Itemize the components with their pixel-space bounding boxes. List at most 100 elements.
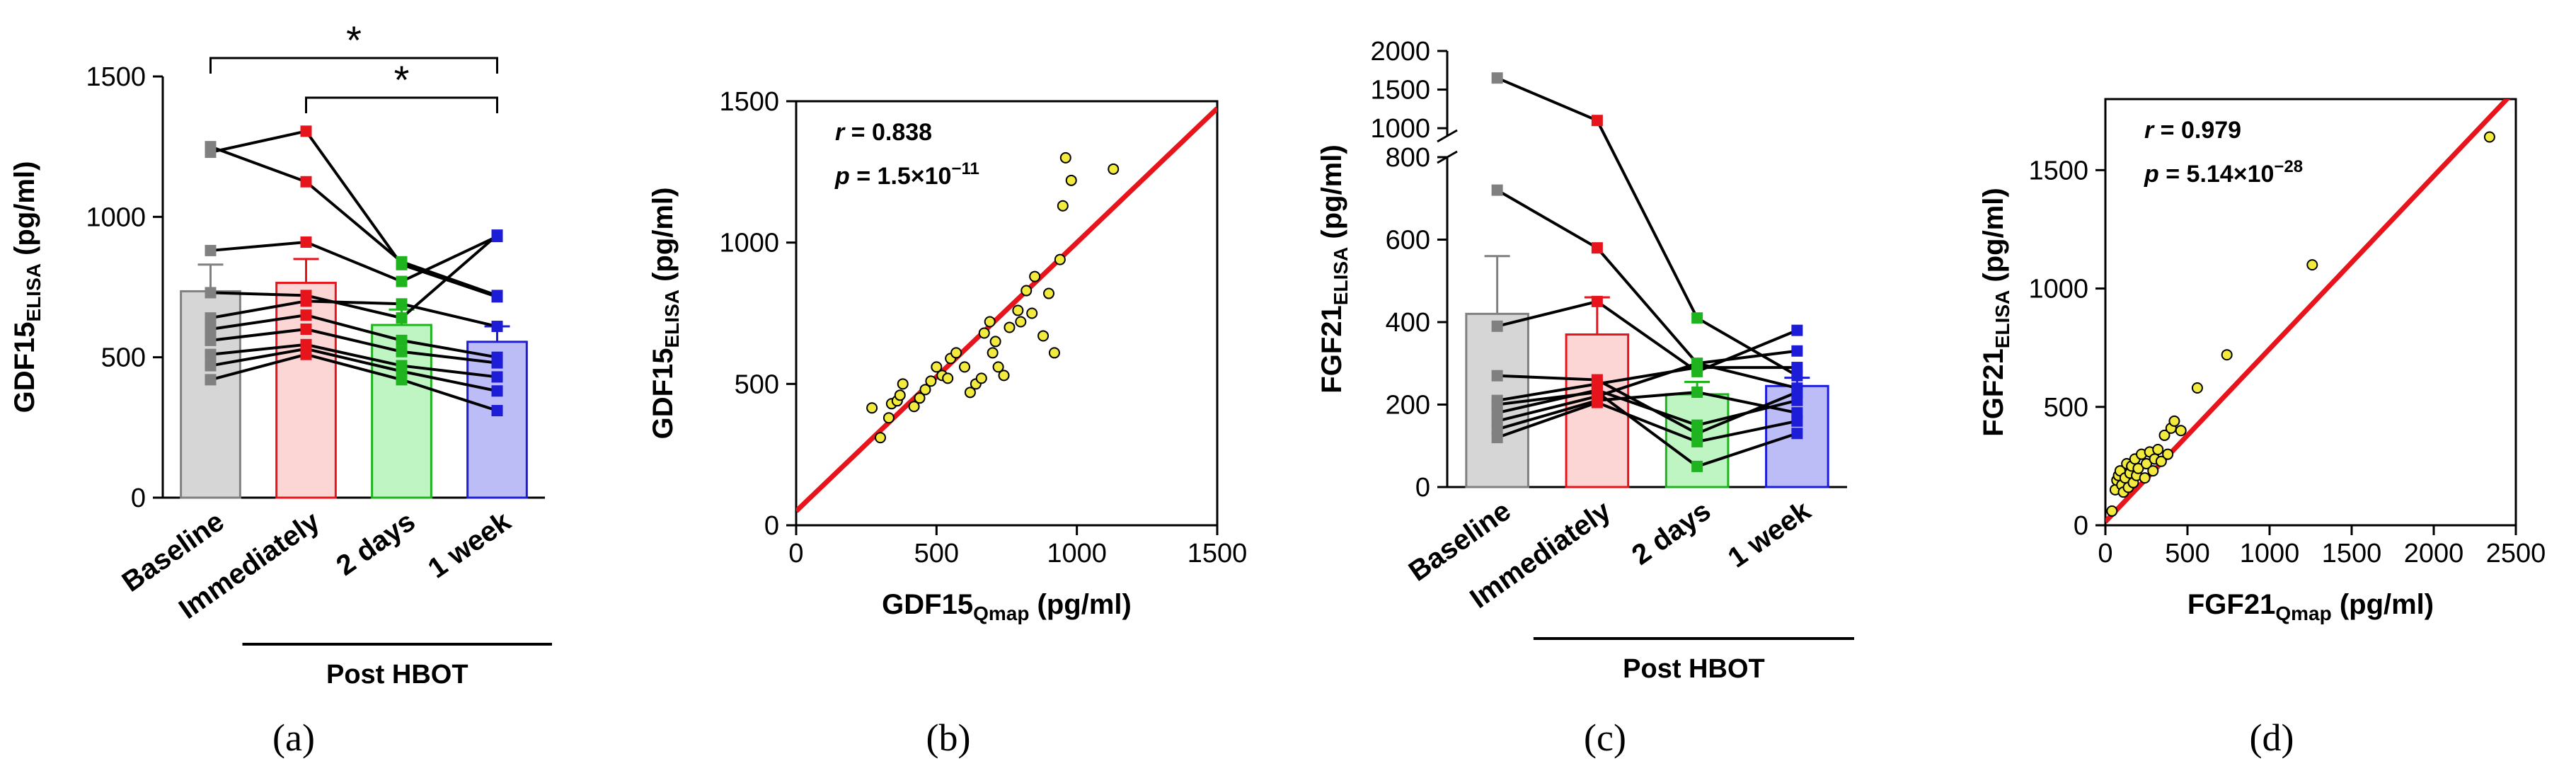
y-tick-label: 200 xyxy=(1386,391,1430,421)
subject-marker xyxy=(300,295,312,307)
annotation-p-symbol: p xyxy=(2144,161,2159,188)
subject-marker xyxy=(205,312,217,324)
subject-marker xyxy=(396,334,408,346)
subject-marker xyxy=(491,371,503,383)
regression-line xyxy=(2105,99,2511,524)
subject-marker xyxy=(396,374,408,386)
subject-line xyxy=(1497,366,1798,402)
axis-break-mark xyxy=(1437,150,1458,164)
subject-marker xyxy=(300,348,312,360)
y-tick-label: 500 xyxy=(101,343,146,373)
data-point xyxy=(2132,462,2144,474)
annotation-p-exponent: −11 xyxy=(951,159,979,178)
subject-marker xyxy=(300,125,312,137)
subject-marker xyxy=(205,287,217,299)
subject-marker xyxy=(1791,415,1803,427)
data-point xyxy=(2158,429,2170,441)
annotation-r-eq: = xyxy=(2154,117,2181,144)
data-point xyxy=(975,372,987,384)
data-point xyxy=(894,389,906,401)
y-axis-label-unit: (pg/ml) xyxy=(1316,144,1347,246)
subject-marker xyxy=(1691,357,1703,370)
y-tick-label: 0 xyxy=(1415,473,1430,503)
y-axis-label-unit: (pg/ml) xyxy=(9,161,40,263)
annotation-p-mantissa: 1.5 xyxy=(878,163,911,190)
panel-label-b: (b) xyxy=(926,716,971,759)
data-point xyxy=(914,392,926,404)
annotation-r: r = 0.838 xyxy=(835,119,932,146)
data-point xyxy=(992,361,1004,373)
data-point xyxy=(942,372,954,384)
subject-line xyxy=(210,235,498,283)
x-axis-label-sub: Qmap xyxy=(2275,602,2331,624)
y-axis-label-main: GDF15 xyxy=(648,348,679,439)
subject-line xyxy=(1497,362,1798,423)
subject-marker xyxy=(1591,242,1603,254)
y-axis-label-sub: ELISA xyxy=(23,263,45,321)
annotation-p-mantissa: 5.14 xyxy=(2187,161,2233,188)
subject-line xyxy=(210,343,498,379)
plot-frame xyxy=(2104,98,2517,527)
data-point xyxy=(2168,415,2180,427)
subject-marker xyxy=(491,385,503,397)
y-axis-label: GDF15ELISA (pg/ml) xyxy=(9,161,45,413)
subject-marker xyxy=(1491,432,1503,444)
subject-marker xyxy=(396,298,408,310)
data-point xyxy=(866,402,878,414)
subject-marker xyxy=(1791,382,1803,394)
annotation-r-symbol: r xyxy=(835,119,846,146)
subject-line xyxy=(1496,188,1798,365)
y-tick-label: 1000 xyxy=(2028,275,2088,304)
annotation-r-value: 0.838 xyxy=(872,119,932,146)
subject-marker xyxy=(205,244,217,256)
plot-frame xyxy=(795,100,1219,527)
subject-marker xyxy=(491,357,503,369)
significance-star: * xyxy=(394,57,410,102)
x-tick-label: 1000 xyxy=(1047,539,1107,568)
subject-marker xyxy=(1491,320,1503,332)
subject-marker xyxy=(491,290,503,302)
subject-marker xyxy=(1491,72,1503,84)
y-tick-label: 1500 xyxy=(2028,156,2088,185)
subject-marker xyxy=(300,324,312,335)
data-point xyxy=(925,375,937,387)
y-tick-label: 0 xyxy=(2074,511,2088,541)
data-point xyxy=(875,432,886,444)
subject-marker xyxy=(1791,362,1803,374)
subject-marker xyxy=(396,312,408,324)
subject-line xyxy=(210,234,498,320)
data-point xyxy=(2155,455,2167,467)
data-point xyxy=(1065,174,1077,186)
axis-break-mark xyxy=(1437,129,1458,143)
subject-marker xyxy=(1791,394,1803,406)
subject-marker xyxy=(1791,345,1803,357)
subject-marker xyxy=(1591,396,1603,408)
data-point xyxy=(2175,425,2187,437)
panel-label-a: (a) xyxy=(272,716,315,759)
subject-line xyxy=(209,145,498,297)
y-axis-label-unit: (pg/ml) xyxy=(1978,188,2009,290)
subject-marker xyxy=(300,176,312,188)
y-tick-label: 1000 xyxy=(719,229,779,258)
category-label: 2 days xyxy=(330,505,420,581)
y-axis-label: GDF15ELISA (pg/ml) xyxy=(648,188,683,440)
y-axis-label: FGF21ELISA (pg/ml) xyxy=(1316,144,1352,393)
annotation-p-times: ×10 xyxy=(2233,161,2275,188)
subject-marker xyxy=(396,275,408,287)
data-point xyxy=(959,361,970,373)
panel-label-c: (c) xyxy=(1584,716,1626,759)
subject-marker xyxy=(205,334,217,346)
x-tick-label: 500 xyxy=(914,539,959,568)
subject-marker xyxy=(1491,370,1503,382)
subject-line xyxy=(210,130,498,299)
data-point xyxy=(2152,443,2164,455)
subject-line xyxy=(210,314,498,359)
subject-marker xyxy=(1691,387,1703,399)
y-tick-label: 500 xyxy=(2044,393,2088,423)
group-bracket-label: Post HBOT xyxy=(1623,654,1765,684)
x-axis-label-unit: (pg/ml) xyxy=(1029,589,1131,620)
y-axis-label-sub: ELISA xyxy=(1991,290,2013,348)
subject-marker xyxy=(300,309,312,321)
data-point xyxy=(1108,163,1120,175)
